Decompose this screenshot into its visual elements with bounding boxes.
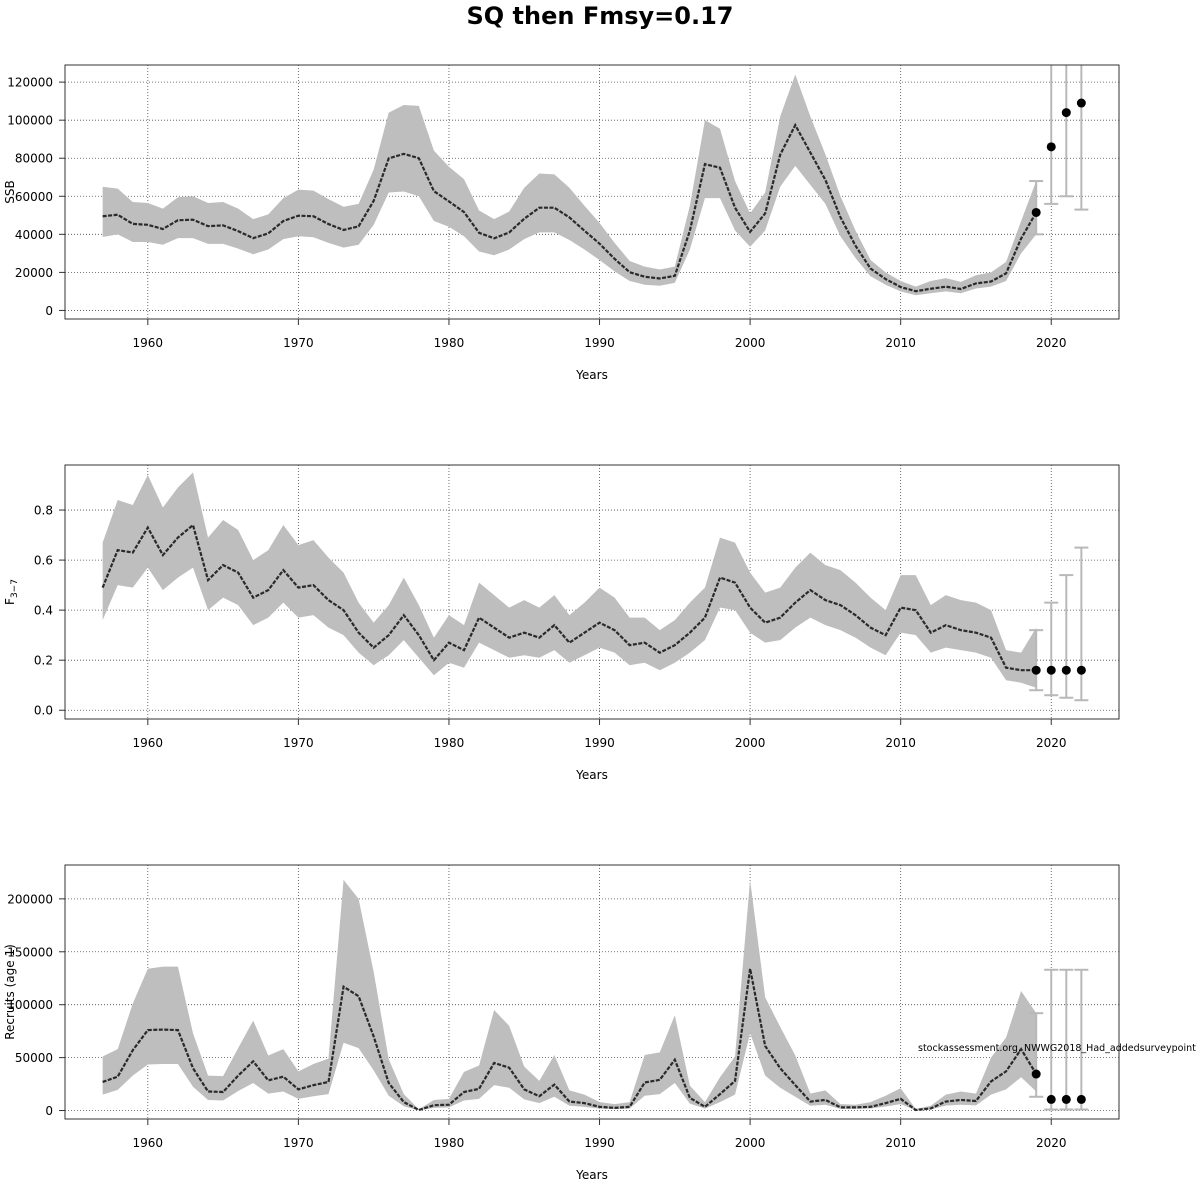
recruits-y-tick-label: 150000 — [7, 945, 53, 959]
f-y-axis: 0.0 0.2 0.4 0.6 0.8 — [34, 504, 65, 718]
ssb-y-tick-label: 60000 — [15, 190, 53, 204]
f-estimate-line — [101, 523, 1037, 672]
f-panel: 1960 1970 1980 1990 2000 2010 2020 0.00.20.40.… — [3, 464, 1120, 782]
f-projection-point — [1061, 665, 1071, 675]
f-x-axis-label: Years — [575, 768, 608, 782]
f-projection-point — [1046, 665, 1056, 675]
f-y-axis-label: F3−7 — [3, 579, 20, 605]
f-x-tick-label: 1980 — [434, 736, 465, 750]
f-y-tick-label: 0.0 — [34, 704, 53, 718]
recruits-y-tick-label: 200000 — [7, 892, 53, 906]
ssb-x-tick-label: 2010 — [885, 336, 916, 350]
ssb-x-tick-label: 1980 — [434, 336, 465, 350]
recruits-estimate-line — [102, 968, 1038, 1112]
recruits-x-axis: 1960 1970 1980 1990 2000 2010 2020 — [133, 1119, 1067, 1150]
f-y-tick-label: 0.4 — [34, 604, 53, 618]
recruits-y-tick-label: 100000 — [7, 998, 53, 1012]
f-confidence-band — [102, 472, 1037, 688]
f-y-tick-label: 0.2 — [34, 654, 53, 668]
recruits-x-tick-label: 2010 — [885, 1136, 916, 1150]
ssb-panel: 1960 1970 1980 1990 2000 2010 2020 0 20000 40000… — [3, 64, 1120, 382]
recruits-x-axis-label: Years — [575, 1168, 608, 1182]
recruits-x-tick-label: 1970 — [283, 1136, 314, 1150]
f-y-axis-label-sub: 3−7 — [10, 579, 20, 598]
ssb-y-tick-label: 40000 — [15, 228, 53, 242]
f-x-tick-label: 2010 — [885, 736, 916, 750]
recruits-plot-frame — [64, 864, 1120, 1120]
recruits-projection-point — [1046, 1094, 1056, 1104]
recruits-y-axis: 0 50000 100000 150000 200000 — [7, 892, 65, 1118]
f-y-axis-label-main: F — [3, 598, 17, 605]
recruits-confidence-band — [102, 879, 1037, 1111]
ssb-x-axis-label: Years — [575, 368, 608, 382]
f-x-tick-label: 1960 — [133, 736, 164, 750]
recruits-x-tick-label: 2020 — [1036, 1136, 1067, 1150]
ssb-x-tick-label: 1970 — [283, 336, 314, 350]
recruits-panel: 1960 1970 1980 1990 2000 2010 2020 0 50000 10000… — [3, 864, 1196, 1182]
f-y-tick-label: 0.6 — [34, 554, 53, 568]
f-projection-point — [1031, 665, 1041, 675]
source-annotation: stockassessment.org, NWWG2018_Had_addeds… — [918, 1043, 1196, 1054]
f-x-tick-label: 1990 — [584, 736, 615, 750]
ssb-y-tick-label: 100000 — [7, 114, 53, 128]
f-projection — [1029, 546, 1089, 702]
ssb-y-tick-label: 80000 — [15, 152, 53, 166]
ssb-gridlines — [65, 65, 1119, 319]
chart-title: SQ then Fmsy=0.17 — [466, 2, 734, 30]
ssb-x-axis: 1960 1970 1980 1990 2000 2010 2020 — [133, 319, 1067, 350]
f-y-tick-label: 0.8 — [34, 504, 53, 518]
recruits-projection-point — [1076, 1094, 1086, 1104]
ssb-y-tick-label: 120000 — [7, 76, 53, 90]
ssb-y-axis-label: SSB — [3, 180, 17, 203]
recruits-projection — [1029, 968, 1089, 1111]
recruits-projection-point — [1031, 1069, 1041, 1079]
ssb-projection-point — [1046, 142, 1056, 152]
f-x-tick-label: 2000 — [735, 736, 766, 750]
recruits-y-tick-label: 50000 — [15, 1051, 53, 1065]
recruits-x-tick-label: 1980 — [434, 1136, 465, 1150]
recruits-x-tick-label: 1960 — [133, 1136, 164, 1150]
ssb-projection-point — [1076, 98, 1086, 108]
f-x-tick-label: 1970 — [283, 736, 314, 750]
ssb-projection-point — [1031, 207, 1041, 217]
recruits-y-tick-label: 0 — [45, 1104, 53, 1118]
f-x-tick-label: 2020 — [1036, 736, 1067, 750]
recruits-x-tick-label: 2000 — [735, 1136, 766, 1150]
f-projection-point — [1076, 665, 1086, 675]
recruits-x-tick-label: 1990 — [584, 1136, 615, 1150]
ssb-plot-frame — [64, 64, 1120, 320]
ssb-x-tick-label: 1960 — [133, 336, 164, 350]
ssb-x-tick-label: 1990 — [584, 336, 615, 350]
ssb-x-tick-label: 2020 — [1036, 336, 1067, 350]
f-plot-frame — [64, 464, 1120, 720]
ssb-y-tick-label: 20000 — [15, 266, 53, 280]
recruits-gridlines — [65, 865, 1119, 1119]
ssb-projection-point — [1061, 108, 1071, 118]
f-x-axis: 1960 1970 1980 1990 2000 2010 2020 — [133, 719, 1067, 750]
ssb-y-axis: 0 20000 40000 60000 80000 100000 120000 — [7, 76, 65, 318]
ssb-estimate-line — [102, 122, 1038, 293]
recruits-y-axis-label: Recruits (age 1) — [3, 944, 17, 1040]
ssb-projection — [1029, 65, 1089, 236]
ssb-confidence-band — [102, 74, 1037, 296]
ssb-y-tick-label: 0 — [45, 304, 53, 318]
ssb-x-tick-label: 2000 — [735, 336, 766, 350]
recruits-projection-point — [1061, 1094, 1071, 1104]
